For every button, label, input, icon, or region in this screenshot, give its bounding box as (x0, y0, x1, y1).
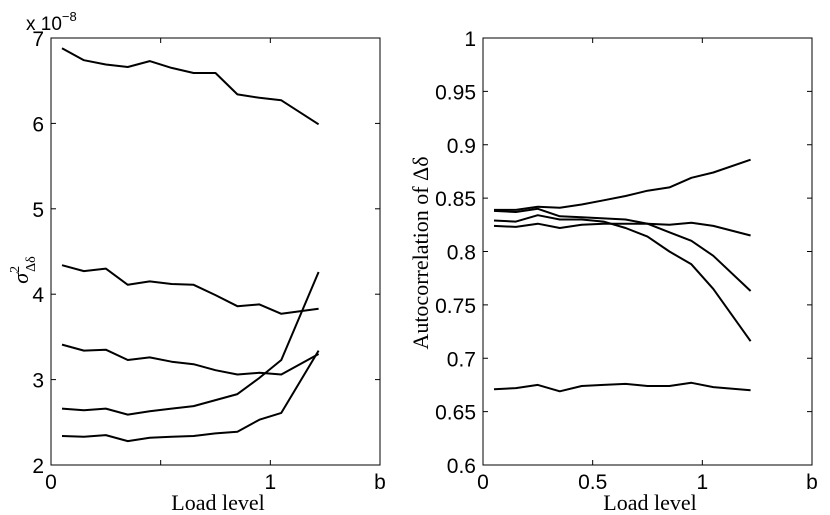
left-y-tick-label: 6 (32, 113, 44, 136)
left-y-tick-label: 3 (32, 370, 44, 393)
right-series-line-3 (493, 214, 752, 342)
right-series-line-4 (493, 221, 751, 237)
right-series-line-5 (493, 381, 751, 393)
right-series-line-1 (494, 158, 751, 211)
right-x-tick-label: 1 (696, 471, 708, 494)
right-y-tick-label: 0.65 (435, 402, 476, 425)
right-y-axis-label: Autocorrelation of Δδ (408, 156, 433, 349)
right-x-tick-label: 0 (477, 471, 489, 494)
left-plot-frame (50, 37, 381, 466)
left-y-axis-label: σ2Δδ (8, 256, 39, 284)
right-y-tick-label: 0.85 (435, 188, 476, 211)
left-y-tick-label: 2 (32, 455, 44, 478)
left-series-line-3 (61, 343, 320, 376)
right-y-tick-label: 0.75 (435, 295, 476, 318)
left-x-tick-label: b (374, 471, 386, 494)
right-chart: Autocorrelation of Δδ Load level 0.6 0.65… (408, 28, 818, 515)
left-chart: x 10−8 σ2Δδ Load level 2 3 4 5 6 7 0 1 b (8, 9, 386, 515)
left-x-axis-label: Load level (171, 490, 264, 515)
left-series-line-1 (61, 47, 320, 126)
right-x-axis-label: Load level (603, 490, 696, 515)
left-series-line-2 (61, 264, 319, 315)
left-y-tick-label: 5 (32, 199, 44, 222)
left-series-line-4 (61, 271, 320, 416)
left-x-tick-label: 0 (45, 471, 57, 494)
right-series-line-2 (493, 207, 752, 292)
left-y-tick-label: 7 (32, 28, 44, 51)
left-x-tick-label: 1 (264, 471, 276, 494)
right-y-tick-label: 0.9 (447, 135, 476, 158)
right-y-tick-label: 1 (464, 28, 476, 51)
left-y-multiplier: x 10−8 (26, 9, 77, 35)
left-y-tick-label: 4 (32, 284, 44, 307)
right-y-tick-label: 0.8 (447, 242, 476, 265)
left-series-line-5 (61, 350, 320, 443)
right-x-tick-label: 0.5 (578, 471, 607, 494)
right-y-tick-label: 0.6 (447, 455, 476, 478)
right-plot-frame (482, 37, 813, 466)
right-y-tick-label: 0.95 (435, 81, 476, 104)
right-x-tick-label: b (806, 471, 818, 494)
right-y-tick-label: 0.7 (447, 348, 476, 371)
